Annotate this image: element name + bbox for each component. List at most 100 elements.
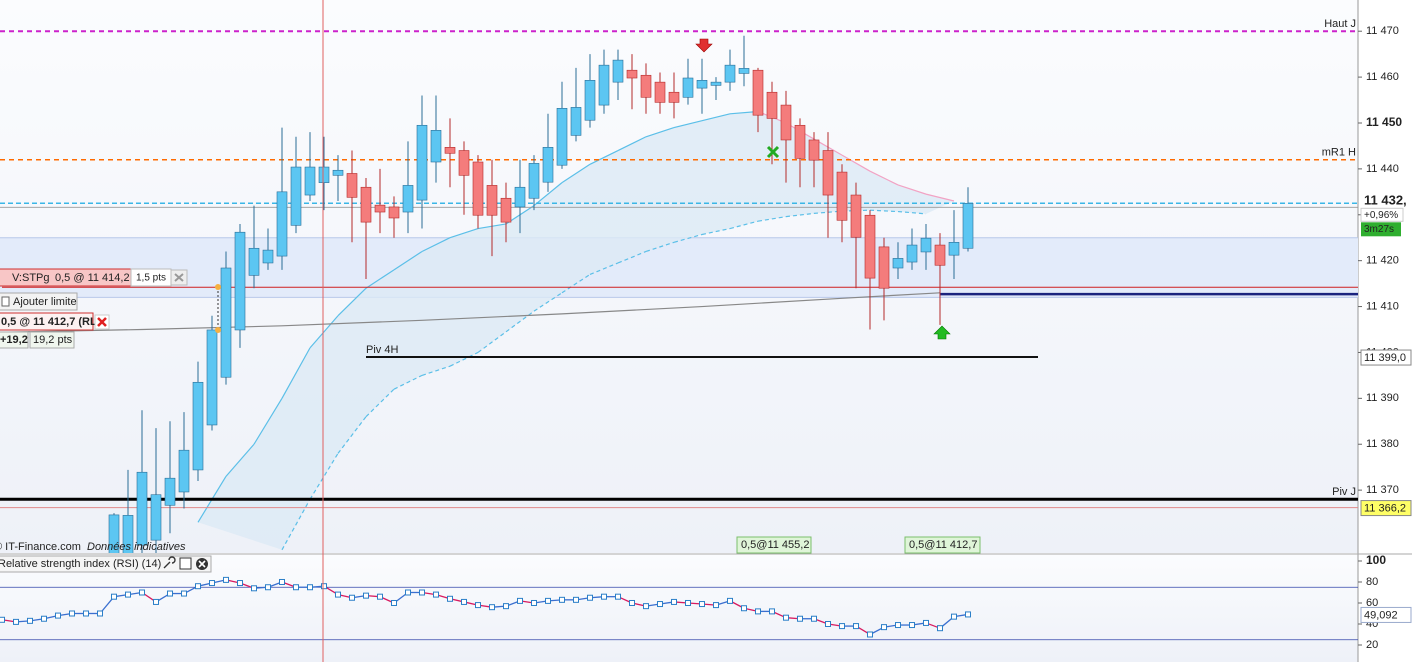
- footer-note: Données indicatives: [87, 541, 186, 553]
- candle-body: [528, 163, 540, 199]
- ma-segment: [589, 262, 619, 275]
- rsi-point: [769, 608, 775, 615]
- candle-body: [416, 124, 428, 201]
- rsi-point: [601, 593, 607, 600]
- ma-segment: [645, 127, 675, 138]
- ma-segment: [281, 319, 423, 327]
- rsi-point: [517, 597, 523, 604]
- rsi-value-label: 49,092: [1364, 609, 1398, 621]
- rsi-point: [615, 593, 621, 600]
- candle-body: [486, 185, 498, 216]
- ma-segment: [337, 416, 367, 454]
- rsi-plot: [0, 576, 1358, 641]
- link-dot: [215, 327, 221, 333]
- buy-arrow: [933, 325, 951, 340]
- candle-body: [934, 244, 946, 266]
- add-limit-button[interactable]: [0, 292, 78, 311]
- candle-body: [682, 77, 694, 98]
- ma-segment: [449, 227, 479, 239]
- candle-body: [668, 91, 680, 103]
- stop-text: 0,5 @ 11 414,2: [55, 272, 130, 284]
- candle-body: [192, 381, 204, 471]
- limit-icon: [1, 296, 10, 307]
- maximize-icon[interactable]: [179, 557, 192, 570]
- rsi-point: [671, 598, 677, 605]
- rsi-point: [741, 605, 747, 612]
- rsi-point: [545, 597, 551, 604]
- rsi-point: [489, 604, 495, 611]
- candle-body: [472, 161, 484, 216]
- exit-mark: [766, 145, 780, 159]
- rsi-point: [559, 596, 565, 603]
- candle-body: [220, 267, 232, 378]
- candle-body: [738, 68, 750, 74]
- cancel-icon: [174, 273, 184, 282]
- rsi-point: [853, 623, 859, 630]
- rsi-point: [447, 595, 453, 602]
- rsi-point: [139, 589, 145, 596]
- rsi-point: [321, 583, 327, 590]
- position-text: 0,5 @ 11 412,7 (RL): [1, 316, 101, 328]
- candle-body: [892, 258, 904, 269]
- ma-segment: [869, 209, 899, 213]
- rsi-point: [699, 601, 705, 608]
- rsi-point: [825, 620, 831, 627]
- rsi-point: [237, 580, 243, 587]
- ma-segment: [561, 163, 591, 184]
- candle-body: [780, 104, 792, 141]
- close-glyph: [198, 560, 206, 568]
- candle-body: [710, 81, 722, 86]
- ma-segment: [421, 313, 563, 321]
- candle-body: [500, 197, 512, 223]
- points-box: [29, 331, 75, 349]
- rsi-tick-label: 60: [1366, 597, 1378, 609]
- rsi-value-tag: [1360, 606, 1412, 623]
- ma-segment: [393, 250, 423, 271]
- candle-body: [304, 166, 316, 196]
- candle-body: [864, 214, 876, 279]
- ma-segment: [673, 120, 703, 129]
- footer-source: © IT-Finance.com: [0, 541, 81, 553]
- ma-segment: [841, 292, 941, 299]
- ma-segment: [421, 237, 451, 253]
- candle-body: [262, 249, 274, 264]
- ma-segment: [561, 273, 591, 294]
- candle-body: [640, 74, 652, 98]
- settings-icon[interactable]: [163, 556, 176, 569]
- ma-segment: [869, 170, 899, 186]
- ma-segment: [281, 347, 311, 399]
- rsi-point: [153, 598, 159, 605]
- rsi-point: [783, 614, 789, 621]
- ma-segment: [701, 113, 731, 122]
- rsi-point: [195, 583, 201, 590]
- y-tick-label: 11 370: [1366, 484, 1399, 496]
- rsi-point: [405, 589, 411, 596]
- candle-body: [584, 80, 596, 121]
- price-change: +0,96%: [1364, 210, 1398, 221]
- price-plot: [0, 30, 1358, 553]
- candle-body: [276, 191, 288, 257]
- ma-segment: [533, 182, 563, 207]
- level-name: Piv 4H: [366, 344, 398, 356]
- ma-segment: [897, 184, 927, 195]
- ma-segment: [337, 287, 367, 317]
- position-points: 19,2 pts: [33, 334, 73, 346]
- rsi-point: [461, 598, 467, 605]
- rsi-point: [97, 610, 103, 617]
- position-box[interactable]: [0, 312, 94, 331]
- ma-segment: [561, 305, 703, 315]
- rsi-point: [125, 591, 131, 598]
- rsi-point: [265, 584, 271, 591]
- candle-body: [794, 124, 806, 159]
- execution-label: 0,5@11 412,7: [909, 539, 977, 551]
- price-tag-label: 11 432,: [1364, 193, 1407, 208]
- ma-segment: [393, 374, 423, 390]
- rsi-point: [377, 593, 383, 600]
- ma-segment: [309, 453, 339, 500]
- ma-segment: [253, 398, 283, 445]
- rsi-point: [755, 608, 761, 615]
- ma-segment: [757, 216, 787, 222]
- candle-body: [164, 477, 176, 506]
- stop-distance: 1,5 pts: [136, 273, 166, 284]
